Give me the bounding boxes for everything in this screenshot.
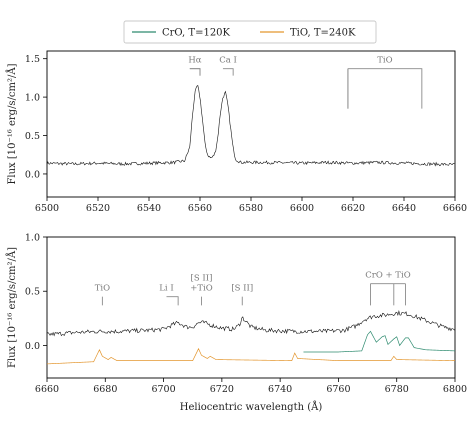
bottom-y-tick-label: 0.5 (25, 287, 40, 298)
bottom-x-tick-label: 6680 (93, 384, 117, 395)
bottom-y-tick-label: 0.0 (25, 341, 40, 352)
top-y-tick-label: 1.5 (25, 54, 40, 65)
annotation-bracket (189, 68, 201, 76)
annotation-label: Ca I (219, 56, 237, 66)
annotation-label: Hα (188, 56, 201, 66)
legend-box (123, 20, 377, 44)
top-panel: 6500 6520 6540 6560 6580 6600 6620 6640 6660 0.0 0… (6, 50, 467, 214)
top-series-observed-line (47, 85, 455, 167)
top-x-tick-label: 6500 (35, 203, 59, 214)
top-x-tick-label: 6540 (137, 203, 161, 214)
bottom-y-axis-title: Flux [10⁻¹⁶ erg/s/cm²/Å] (6, 247, 18, 368)
top-x-tick-label: 6660 (443, 203, 467, 214)
top-y-tick-label: 0.0 (25, 169, 40, 180)
bottom-x-tick-label: 6660 (35, 384, 59, 395)
bottom-x-tick-label: 6720 (210, 384, 234, 395)
annotation-label: CrO + TiO (365, 271, 410, 281)
annotation-bracket (222, 68, 234, 76)
bottom-x-tick-label: 6800 (443, 384, 467, 395)
bottom-plot-frame (46, 236, 456, 379)
top-x-tick-label: 6580 (239, 203, 263, 214)
bottom-x-axis-title: Heliocentric wavelength (Å) (180, 401, 323, 413)
bottom-x-tick-label: 6780 (385, 384, 409, 395)
top-x-tick-label: 6560 (188, 203, 212, 214)
annotation-label: TiO (95, 284, 110, 294)
top-y-tick-label: 1.0 (25, 93, 40, 104)
annotation-bracket (166, 296, 179, 306)
bottom-x-tick-label: 6740 (268, 384, 292, 395)
bottom-x-tick-label: 6700 (151, 384, 175, 395)
top-plot-frame (46, 50, 456, 198)
legend: CrO, T=120K TiO, T=240K (123, 20, 377, 44)
bottom-series-tio-line (47, 347, 455, 365)
top-x-tick-label: 6600 (290, 203, 314, 214)
annotation-bracket (347, 68, 423, 109)
bottom-series-observed-line (47, 310, 455, 337)
top-y-axis-title: Flux [10⁻¹⁶ erg/s/cm²/Å] (6, 63, 18, 184)
annotation-label: [S II] (231, 284, 253, 294)
bottom-x-tick-label: 6760 (326, 384, 350, 395)
annotation-label: [S II] +TiO (190, 274, 213, 294)
legend-label: CrO, T=120K (162, 28, 231, 39)
bottom-series-cro-line (303, 330, 455, 353)
top-y-tick-label: 0.5 (25, 131, 40, 142)
top-x-tick-label: 6620 (341, 203, 365, 214)
legend-label: TiO, T=240K (290, 28, 356, 39)
top-x-tick-label: 6520 (86, 203, 110, 214)
top-x-tick-label: 6640 (392, 203, 416, 214)
bottom-y-tick-label: 1.0 (25, 233, 40, 244)
bottom-panel: 6660 6680 6700 6720 6740 6760 6780 6800 0.0 0.5 1.… (6, 233, 467, 414)
annotation-label: Li I (159, 284, 173, 294)
annotation-bracket (189, 68, 201, 76)
annotation-label: TiO (377, 56, 392, 66)
